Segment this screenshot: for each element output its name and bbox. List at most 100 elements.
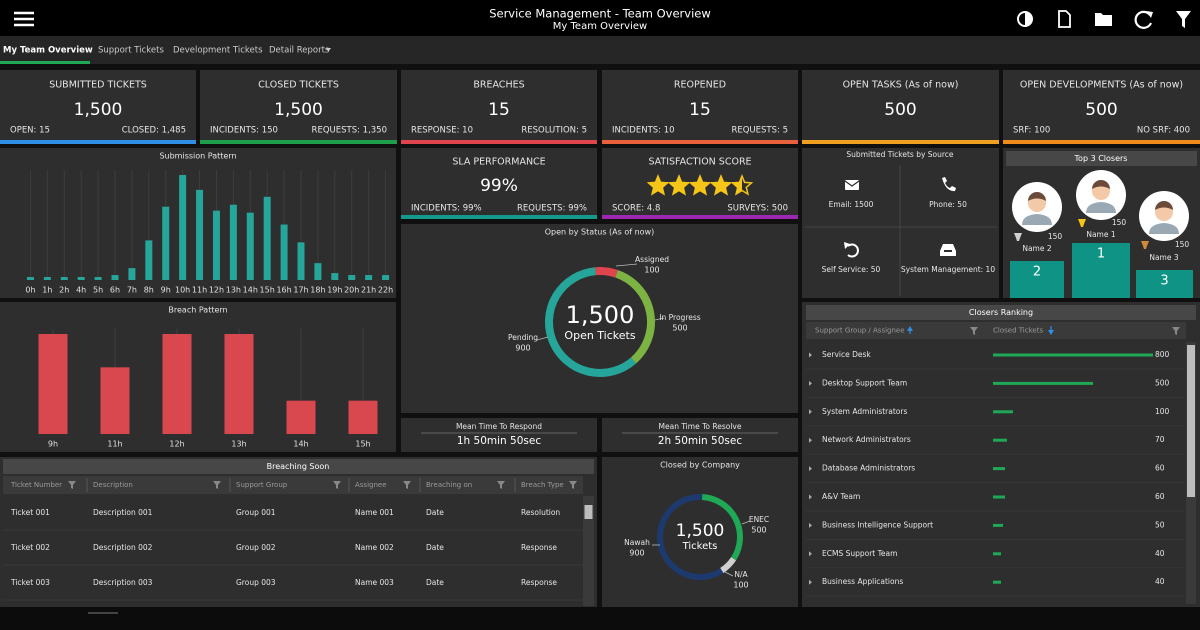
bar: [94, 277, 102, 280]
row-label: Database Administrators: [822, 464, 915, 473]
row-label: Service Desk: [822, 350, 871, 359]
closer-name: Name 2: [1022, 244, 1052, 253]
row-label: Business Applications: [822, 577, 903, 586]
leader-line: [615, 263, 638, 267]
segment-label: ENEC: [749, 515, 769, 524]
table-cell: Group 003: [236, 578, 276, 587]
tab[interactable]: Development Tickets: [173, 46, 263, 56]
expand-arrow: [809, 494, 812, 500]
panel-title: Submitted Tickets by Source: [846, 150, 954, 159]
avatar-hair: [1092, 180, 1110, 189]
x-tick-label: 0h: [25, 286, 35, 295]
table-cell: Group 002: [236, 543, 276, 552]
bar: [382, 275, 390, 280]
refresh-icon: [1134, 10, 1153, 29]
kpi-value: 1,500: [74, 100, 123, 120]
tab[interactable]: Support Tickets: [98, 46, 164, 56]
source-item: Self Service: 50: [822, 265, 881, 274]
row-label: Network Administrators: [822, 435, 911, 444]
source-item: Phone: 50: [929, 200, 967, 209]
folder-icon: [1095, 13, 1112, 26]
kpi-detail: NO SRF: 400: [1137, 126, 1190, 136]
segment-value: 500: [751, 526, 766, 535]
podium: [1136, 270, 1193, 298]
kpi-detail: RESPONSE: 10: [411, 126, 473, 136]
row-value: 40: [1155, 577, 1165, 586]
bar: [111, 275, 119, 280]
star: [648, 176, 668, 195]
table-cell: Name 001: [355, 508, 394, 517]
x-tick-label: 11h: [107, 440, 122, 449]
bar: [993, 410, 1013, 414]
filter-icon: [1172, 327, 1180, 335]
bar: [348, 275, 356, 280]
table-cell: Ticket 002: [10, 543, 50, 552]
x-tick-label: 10h: [175, 286, 190, 295]
table-cell: Date: [426, 543, 444, 552]
kpi-detail: CLOSED: 1,485: [122, 126, 186, 136]
x-tick-label: 15h: [260, 286, 275, 295]
avatar-hair: [1155, 201, 1173, 210]
podium-rank: 3: [1160, 274, 1168, 289]
panel-header: [1006, 151, 1197, 166]
kpi-accent: [0, 140, 196, 144]
bar: [43, 277, 51, 280]
closer-count: 150: [1175, 240, 1190, 249]
table-cell: Date: [426, 578, 444, 587]
row-value: 40: [1155, 549, 1165, 558]
self-service-icon: [844, 242, 850, 249]
donut-segment: [595, 267, 618, 278]
kpi-detail: SCORE: 4.8: [612, 204, 660, 214]
podium: [1010, 261, 1064, 298]
chart-title: Closed by Company: [660, 461, 740, 470]
table-cell: Response: [521, 578, 557, 587]
avatar-body: [1086, 202, 1116, 213]
table-cell: Name 003: [355, 578, 394, 587]
tab[interactable]: Detail Reports: [269, 46, 330, 56]
kpi-title: SATISFACTION SCORE: [648, 157, 751, 168]
avatar-body: [1022, 214, 1052, 225]
kpi-detail: SURVEYS: 500: [727, 204, 788, 214]
bar: [26, 277, 34, 280]
column-header: Support Group / Assignee: [815, 327, 905, 335]
panel-title: Breaching Soon: [267, 462, 330, 471]
chart-panel: [401, 224, 798, 413]
tab-bar: [0, 36, 1200, 64]
x-tick-label: 21h: [361, 286, 376, 295]
column-header: Breach Type: [521, 481, 564, 489]
kpi-card: [401, 148, 597, 219]
bar: [297, 242, 305, 280]
phone-icon: [942, 177, 956, 192]
bar: [993, 381, 1093, 385]
table-cell: Description 003: [93, 578, 153, 587]
chart-title: Open by Status (As of now): [545, 228, 655, 237]
leader-line: [654, 317, 665, 321]
row-label: ECMS Support Team: [822, 549, 897, 558]
bar: [145, 240, 153, 280]
x-tick-label: 14h: [243, 286, 258, 295]
leader-line: [536, 336, 549, 341]
expand-arrow: [809, 437, 812, 443]
kpi-card: [0, 70, 196, 144]
star: [690, 176, 710, 195]
inbox-icon: [944, 250, 952, 252]
segment-value: 100: [733, 581, 748, 590]
donut-total: 1,500: [676, 521, 725, 541]
row-value: 500: [1155, 378, 1170, 387]
column-header: Closed Tickets: [993, 327, 1043, 335]
column-header: Ticket Number: [10, 481, 62, 489]
trophy-icon: [1014, 233, 1022, 241]
table-cell: Name 002: [355, 543, 394, 552]
chart-title: Submission Pattern: [159, 152, 236, 161]
scrollbar-track: [583, 496, 594, 606]
scroll-indicator: [88, 612, 118, 614]
column-header: Description: [93, 481, 133, 489]
expand-arrow: [809, 579, 812, 585]
tab[interactable]: My Team Overview: [3, 46, 93, 56]
row-label: Desktop Support Team: [822, 378, 907, 387]
metric-value: 1h 50min 50sec: [457, 435, 541, 447]
bar: [993, 552, 1001, 556]
avatar-hair: [1028, 192, 1046, 201]
x-tick-label: 11h: [192, 286, 207, 295]
x-tick-label: 17h: [293, 286, 308, 295]
